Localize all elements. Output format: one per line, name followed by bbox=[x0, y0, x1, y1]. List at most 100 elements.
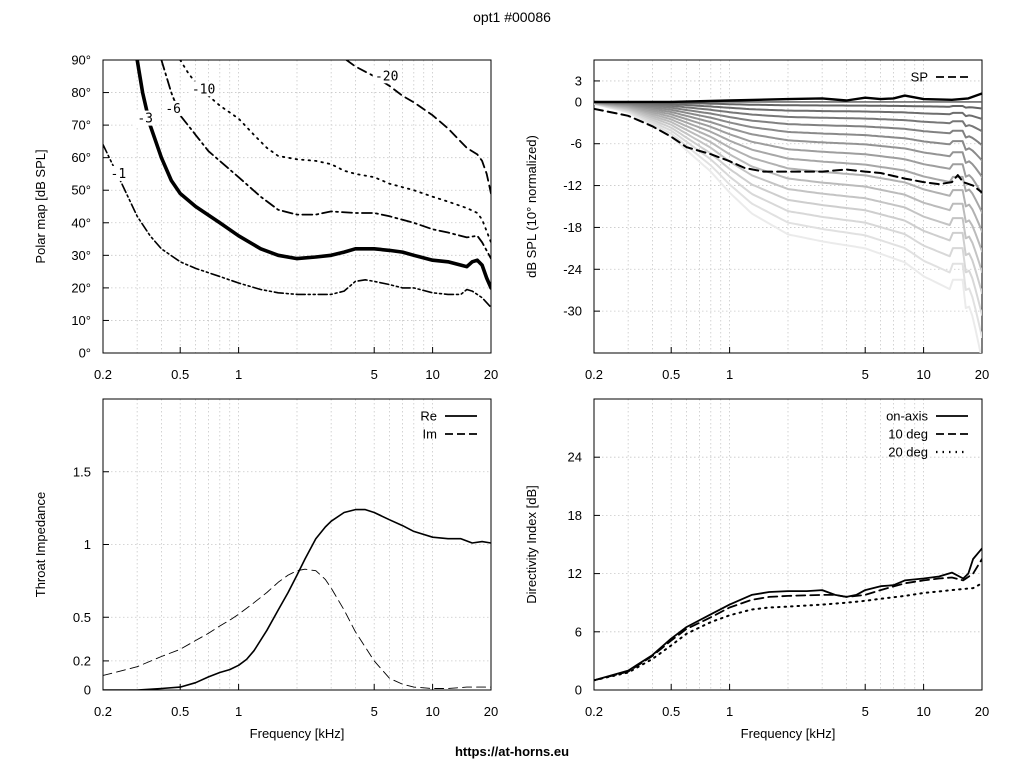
y-tick-label: 20° bbox=[71, 280, 91, 295]
y-tick-label: -12 bbox=[563, 178, 582, 193]
x-tick-label: 0.2 bbox=[94, 367, 112, 382]
y-tick-label: 0.5 bbox=[73, 610, 91, 625]
x-tick-label: 1 bbox=[726, 367, 733, 382]
contour-label-bg bbox=[372, 68, 401, 84]
polar-response-line bbox=[594, 101, 982, 214]
plot-area bbox=[594, 92, 982, 353]
polar-response-line bbox=[594, 101, 982, 233]
x-tick-label: 1 bbox=[235, 704, 242, 719]
polar-response-line bbox=[594, 102, 982, 338]
y-tick-label: 10° bbox=[71, 313, 91, 328]
y-tick-label: 90° bbox=[71, 53, 91, 68]
x-tick-label: 10 bbox=[425, 367, 439, 382]
x-tick-label: 5 bbox=[862, 367, 869, 382]
polar-response-line bbox=[594, 101, 982, 196]
x-tick-label: 10 bbox=[916, 367, 930, 382]
x-tick-label: 10 bbox=[916, 704, 930, 719]
di-line bbox=[594, 582, 982, 682]
sound-power-line bbox=[594, 107, 982, 194]
y-tick-label: 1.5 bbox=[73, 464, 91, 479]
plot-frame bbox=[102, 59, 492, 354]
legend-label: 10 deg bbox=[888, 427, 928, 442]
x-tick-label: 20 bbox=[975, 704, 989, 719]
x-tick-label: 0.5 bbox=[662, 704, 680, 719]
y-axis-label: Polar map [dB SPL] bbox=[33, 149, 48, 263]
contour-line bbox=[160, 60, 491, 260]
contour-label: -6 bbox=[165, 102, 181, 117]
x-tick-label: 20 bbox=[484, 367, 498, 382]
x-tick-label: 10 bbox=[425, 704, 439, 719]
contour-label-bg bbox=[163, 100, 184, 116]
x-tick-label: 20 bbox=[484, 704, 498, 719]
plot-frame bbox=[593, 59, 983, 354]
x-tick-label: 5 bbox=[371, 367, 378, 382]
y-tick-label: 80° bbox=[71, 85, 91, 100]
contour-label: -1 bbox=[111, 167, 127, 182]
contour-label: -3 bbox=[137, 112, 153, 127]
y-tick-label: 0 bbox=[575, 94, 582, 109]
y-tick-label: 0 bbox=[84, 683, 91, 698]
y-tick-label: -30 bbox=[563, 304, 582, 319]
legend: SP bbox=[911, 70, 968, 85]
polar-response-line bbox=[594, 101, 982, 120]
polar-response-line bbox=[594, 102, 982, 294]
x-axis-label: Frequency [kHz] bbox=[741, 726, 836, 741]
contour-label-bg bbox=[189, 81, 218, 97]
polar-response-line bbox=[594, 101, 982, 133]
legend: on-axis 10 deg 20 deg bbox=[886, 409, 968, 460]
contour-label: -20 bbox=[375, 69, 398, 84]
y-axis-label: Directivity Index [dB] bbox=[524, 485, 539, 604]
legend: Re Im bbox=[420, 409, 477, 442]
x-tick-label: 0.5 bbox=[171, 704, 189, 719]
x-tick-label: 5 bbox=[371, 704, 378, 719]
y-tick-label: 3 bbox=[575, 73, 582, 88]
contour-label: -10 bbox=[192, 82, 215, 97]
polar-response-line bbox=[594, 102, 982, 253]
y-tick-label: 1 bbox=[84, 537, 91, 552]
y-axis-label: dB SPL (10° normalized) bbox=[524, 135, 539, 278]
chart-di: 0.2 0.5 1 5 10 20 0 6 12 18 24 Directivity Index [d… bbox=[524, 398, 989, 741]
legend-label: Re bbox=[420, 409, 437, 424]
y-tick-label: 6 bbox=[575, 624, 582, 639]
y-tick-label: 24 bbox=[568, 450, 582, 465]
y-tick-label: 40° bbox=[71, 215, 91, 230]
plot-area: -1 -3 -6 -10 -20 bbox=[103, 60, 491, 309]
y-axis-label: Throat Impedance bbox=[33, 492, 48, 598]
impedance-im-line bbox=[103, 568, 491, 689]
footer-url: https://at-horns.eu bbox=[454, 744, 570, 759]
contour-line bbox=[179, 60, 491, 244]
legend-label: 20 deg bbox=[888, 445, 928, 460]
plot-frame bbox=[593, 398, 983, 691]
x-tick-label: 0.5 bbox=[662, 367, 680, 382]
impedance-re-line bbox=[103, 508, 491, 690]
y-tick-label: 0° bbox=[79, 346, 91, 361]
contour-label-bg bbox=[135, 110, 156, 126]
y-tick-label: 60° bbox=[71, 150, 91, 165]
chart-polar: 0.2 0.5 1 5 10 20 0° 10° 20° 30° 40° 50° 60° 70° 80° 90… bbox=[33, 53, 498, 383]
x-axis-label: Frequency [kHz] bbox=[250, 726, 345, 741]
plot-area bbox=[103, 508, 491, 690]
x-tick-label: 20 bbox=[975, 367, 989, 382]
contour-label-bg bbox=[108, 165, 129, 181]
polar-response-line bbox=[594, 101, 982, 178]
x-tick-label: 1 bbox=[235, 367, 242, 382]
on-axis-line bbox=[594, 92, 982, 104]
x-tick-label: 0.2 bbox=[585, 704, 603, 719]
y-tick-label: -18 bbox=[563, 220, 582, 235]
x-tick-label: 5 bbox=[862, 704, 869, 719]
page-title: opt1 #00086 bbox=[473, 9, 551, 25]
y-tick-label: 70° bbox=[71, 118, 91, 133]
x-tick-label: 1 bbox=[726, 704, 733, 719]
y-tick-label: 50° bbox=[71, 183, 91, 198]
polar-response-line bbox=[594, 102, 982, 273]
legend-label: Im bbox=[423, 427, 437, 442]
x-tick-label: 0.2 bbox=[585, 367, 603, 382]
y-tick-label: 12 bbox=[568, 566, 582, 581]
polar-response-line bbox=[594, 102, 982, 316]
y-tick-label: -6 bbox=[570, 136, 582, 151]
polar-response-line bbox=[594, 101, 982, 147]
x-tick-label: 0.5 bbox=[171, 367, 189, 382]
